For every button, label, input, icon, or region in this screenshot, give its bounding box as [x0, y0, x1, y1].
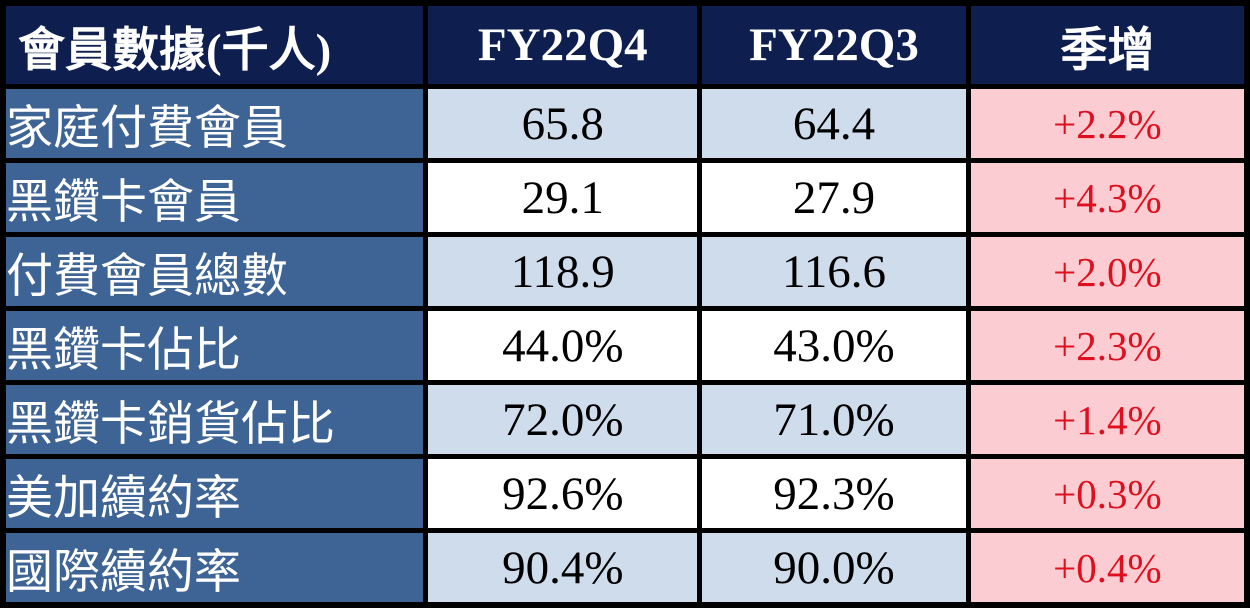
row-label-cell: 黑鑽卡銷貨佔比 — [0, 380, 429, 459]
row-label-cell: 黑鑽卡會員 — [0, 158, 429, 237]
header-row: 會員數據(千人) FY22Q4 FY22Q3 季增 — [0, 0, 1250, 89]
fy22q3-value-cell: 27.9 — [697, 158, 971, 237]
header-fy22q3: FY22Q3 — [697, 0, 971, 89]
table-row: 付費會員總數 118.9 116.6 +2.0% — [0, 232, 1250, 311]
qoq-change-cell: +2.2% — [965, 84, 1250, 163]
row-label-cell: 美加續約率 — [0, 454, 429, 533]
fy22q3-value-cell: 64.4 — [697, 84, 971, 163]
row-label-cell: 付費會員總數 — [0, 232, 429, 311]
header-qoq-change: 季增 — [965, 0, 1250, 89]
qoq-change-cell: +2.3% — [965, 306, 1250, 385]
row-label-cell: 黑鑽卡佔比 — [0, 306, 429, 385]
table-row: 黑鑽卡會員 29.1 27.9 +4.3% — [0, 158, 1250, 237]
fy22q4-value-cell: 72.0% — [423, 380, 703, 459]
table-row: 黑鑽卡佔比 44.0% 43.0% +2.3% — [0, 306, 1250, 385]
qoq-change-cell: +4.3% — [965, 158, 1250, 237]
header-fy22q4: FY22Q4 — [423, 0, 703, 89]
qoq-change-cell: +0.3% — [965, 454, 1250, 533]
header-metric-label: 會員數據(千人) — [0, 0, 429, 89]
fy22q4-value-cell: 92.6% — [423, 454, 703, 533]
table-row: 美加續約率 92.6% 92.3% +0.3% — [0, 454, 1250, 533]
fy22q4-value-cell: 29.1 — [423, 158, 703, 237]
fy22q4-value-cell: 44.0% — [423, 306, 703, 385]
table-header: 會員數據(千人) FY22Q4 FY22Q3 季增 — [0, 0, 1250, 89]
fy22q4-value-cell: 65.8 — [423, 84, 703, 163]
fy22q3-value-cell: 116.6 — [697, 232, 971, 311]
row-label-cell: 家庭付費會員 — [0, 84, 429, 163]
qoq-change-cell: +1.4% — [965, 380, 1250, 459]
table-row: 黑鑽卡銷貨佔比 72.0% 71.0% +1.4% — [0, 380, 1250, 459]
table-row: 家庭付費會員 65.8 64.4 +2.2% — [0, 84, 1250, 163]
table-body: 家庭付費會員 65.8 64.4 +2.2% 黑鑽卡會員 29.1 27.9 +4.3% 付費會… — [0, 84, 1250, 608]
fy22q3-value-cell: 43.0% — [697, 306, 971, 385]
fy22q4-value-cell: 118.9 — [423, 232, 703, 311]
qoq-change-cell: +2.0% — [965, 232, 1250, 311]
fy22q3-value-cell: 92.3% — [697, 454, 971, 533]
fy22q3-value-cell: 71.0% — [697, 380, 971, 459]
